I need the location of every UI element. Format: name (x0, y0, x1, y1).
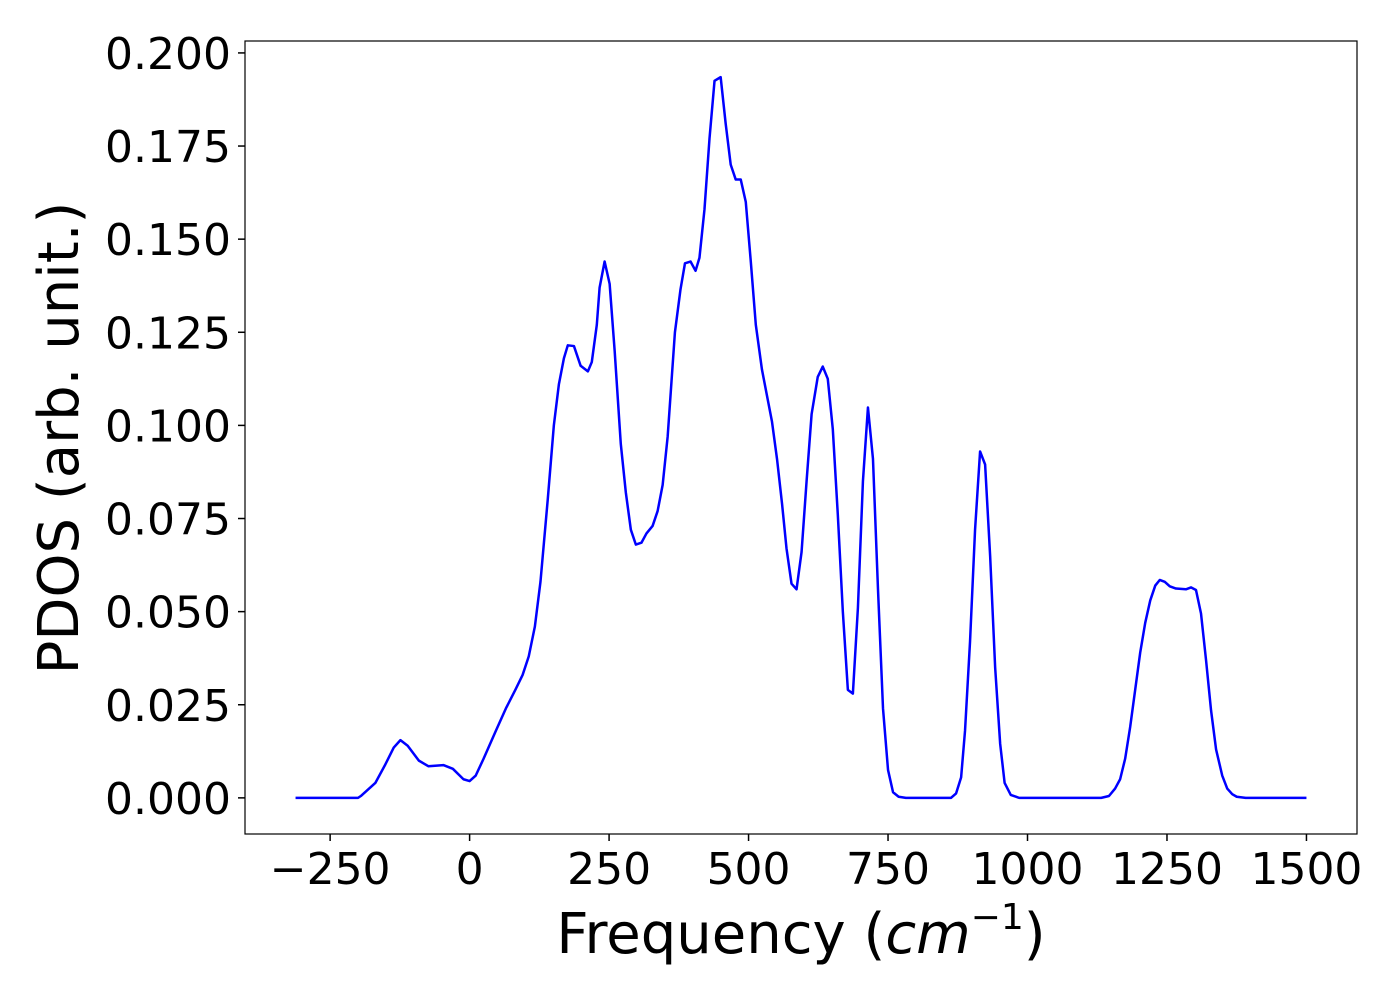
x-tick-label: 1000 (972, 844, 1084, 895)
x-tick-label: 0 (456, 844, 484, 895)
x-tick-label: 750 (846, 844, 930, 895)
plot-frame (244, 40, 1358, 835)
data-line (295, 75, 1307, 800)
y-tick-label: 0.025 (105, 681, 231, 732)
y-tick-label: 0.200 (105, 29, 231, 80)
y-tick-label: 0.125 (105, 308, 231, 359)
y-axis-label: PDOS (arb. unit.) (27, 202, 92, 675)
y-tick-label: 0.075 (105, 495, 231, 546)
y-tick-label: 0.150 (105, 215, 231, 266)
x-tick-label: 500 (707, 844, 791, 895)
y-tick-label: 0.050 (105, 588, 231, 639)
y-tick-label: 0.100 (105, 401, 231, 452)
x-tick-label: −250 (270, 844, 391, 895)
x-tick-label: 250 (567, 844, 651, 895)
x-tick-label: 1500 (1250, 844, 1362, 895)
x-axis-label: Frequency (cm−1) (556, 897, 1045, 967)
y-tick-label: 0.175 (105, 122, 231, 173)
y-tick-label: 0.000 (105, 774, 231, 825)
x-tick-label: 1250 (1111, 844, 1223, 895)
